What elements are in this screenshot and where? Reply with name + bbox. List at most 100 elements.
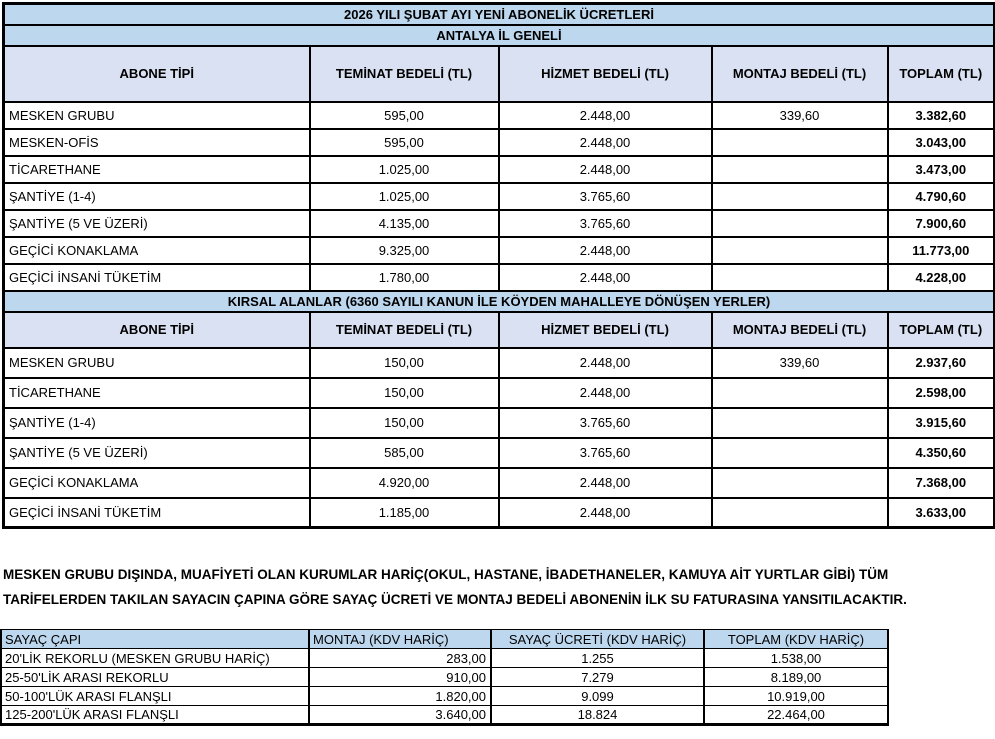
col-toplam: TOPLAM (TL) [886, 44, 995, 103]
montaj-cell [710, 127, 889, 157]
sayac-ucreti-cell: 1.255 [490, 648, 705, 668]
col-sayac-capi: SAYAÇ ÇAPI [0, 629, 310, 649]
col-hizmet: HİZMET BEDELİ (TL) [497, 310, 713, 349]
montaj-cell [710, 208, 889, 238]
col-hizmet: HİZMET BEDELİ (TL) [497, 44, 713, 103]
table-row: 20'LİK REKORLU (MESKEN GRUBU HARİÇ) 283,… [0, 648, 889, 668]
teminat-cell: 150,00 [308, 346, 500, 379]
hizmet-cell: 2.448,00 [497, 154, 713, 184]
hizmet-cell: 2.448,00 [497, 466, 713, 499]
table-row: 25-50'LİK ARASI REKORLU 910,00 7.279 8.1… [0, 667, 889, 687]
montaj-cell: 283,00 [308, 648, 492, 668]
toplam-cell: 2.937,60 [886, 346, 995, 379]
abone-tipi-cell: ŞANTİYE (1-4) [2, 181, 311, 211]
column-header-row: ABONE TİPİ TEMİNAT BEDELİ (TL) HİZMET BE… [2, 44, 995, 103]
hizmet-cell: 2.448,00 [497, 235, 713, 265]
sayac-ucreti-cell: 9.099 [490, 686, 705, 706]
column-header-row: ABONE TİPİ TEMİNAT BEDELİ (TL) HİZMET BE… [2, 310, 995, 349]
table-row: ŞANTİYE (5 VE ÜZERİ) 4.135,00 3.765,60 7… [2, 208, 995, 238]
montaj-cell [710, 406, 889, 439]
sayac-capi-cell: 20'LİK REKORLU (MESKEN GRUBU HARİÇ) [0, 648, 310, 668]
toplam-cell: 11.773,00 [886, 235, 995, 265]
toplam-cell: 4.350,60 [886, 436, 995, 469]
col-abone-tipi: ABONE TİPİ [2, 44, 311, 103]
hizmet-cell: 3.765,60 [497, 181, 713, 211]
toplam-cell: 1.538,00 [703, 648, 889, 668]
teminat-cell: 4.135,00 [308, 208, 500, 238]
toplam-cell: 4.790,60 [886, 181, 995, 211]
toplam-cell: 2.598,00 [886, 376, 995, 409]
toplam-cell: 7.368,00 [886, 466, 995, 499]
hizmet-cell: 3.765,60 [497, 208, 713, 238]
abone-tipi-cell: MESKEN GRUBU [2, 346, 311, 379]
toplam-cell: 8.189,00 [703, 667, 889, 687]
table-row: MESKEN GRUBU 595,00 2.448,00 339,60 3.38… [2, 100, 995, 130]
montaj-cell: 910,00 [308, 667, 492, 687]
teminat-cell: 9.325,00 [308, 235, 500, 265]
hizmet-cell: 2.448,00 [497, 376, 713, 409]
col-toplam: TOPLAM (TL) [886, 310, 995, 349]
table-row: GEÇİCİ İNSANİ TÜKETİM 1.780,00 2.448,00 … [2, 262, 995, 292]
teminat-cell: 150,00 [308, 406, 500, 439]
toplam-cell: 22.464,00 [703, 705, 889, 726]
col-montaj: MONTAJ BEDELİ (TL) [710, 44, 889, 103]
toplam-cell: 3.633,00 [886, 496, 995, 529]
abone-tipi-cell: TİCARETHANE [2, 376, 311, 409]
montaj-cell: 339,60 [710, 346, 889, 379]
abone-tipi-cell: TİCARETHANE [2, 154, 311, 184]
table-row: MESKEN GRUBU 150,00 2.448,00 339,60 2.93… [2, 346, 995, 379]
hizmet-cell: 2.448,00 [497, 100, 713, 130]
teminat-cell: 595,00 [308, 100, 500, 130]
table-row: GEÇİCİ KONAKLAMA 9.325,00 2.448,00 11.77… [2, 235, 995, 265]
page-title: 2026 YILI ŞUBAT AYI YENİ ABONELİK ÜCRETL… [2, 2, 995, 26]
montaj-cell [710, 466, 889, 499]
toplam-cell: 3.043,00 [886, 127, 995, 157]
col-abone-tipi: ABONE TİPİ [2, 310, 311, 349]
montaj-cell [710, 376, 889, 409]
table-row: ŞANTİYE (5 VE ÜZERİ) 585,00 3.765,60 4.3… [2, 436, 995, 469]
abone-tipi-cell: ŞANTİYE (1-4) [2, 406, 311, 439]
table-row: ŞANTİYE (1-4) 1.025,00 3.765,60 4.790,60 [2, 181, 995, 211]
meter-header-row: SAYAÇ ÇAPI MONTAJ (KDV HARİÇ) SAYAÇ ÜCRE… [0, 629, 889, 649]
teminat-cell: 1.025,00 [308, 154, 500, 184]
section-title: KIRSAL ALANLAR (6360 SAYILI KANUN İLE KÖ… [2, 289, 995, 313]
abone-tipi-cell: MESKEN GRUBU [2, 100, 311, 130]
abone-tipi-cell: GEÇİCİ İNSANİ TÜKETİM [2, 262, 311, 292]
section-title: ANTALYA İL GENELİ [2, 23, 995, 47]
hizmet-cell: 2.448,00 [497, 496, 713, 529]
col-sayac-ucreti: SAYAÇ ÜCRETİ (KDV HARİÇ) [490, 629, 705, 649]
hizmet-cell: 2.448,00 [497, 346, 713, 379]
meter-fee-note: MESKEN GRUBU DIŞINDA, MUAFİYETİ OLAN KUR… [3, 567, 907, 607]
meter-fees-table: SAYAÇ ÇAPI MONTAJ (KDV HARİÇ) SAYAÇ ÜCRE… [0, 629, 889, 726]
montaj-cell: 3.640,00 [308, 705, 492, 726]
table-row: MESKEN-OFİS 595,00 2.448,00 3.043,00 [2, 127, 995, 157]
table-row: 125-200'LÜK ARASI FLANŞLI 3.640,00 18.82… [0, 705, 889, 726]
table-row: ŞANTİYE (1-4) 150,00 3.765,60 3.915,60 [2, 406, 995, 439]
col-teminat: TEMİNAT BEDELİ (TL) [308, 44, 500, 103]
abone-tipi-cell: GEÇİCİ İNSANİ TÜKETİM [2, 496, 311, 529]
montaj-cell [710, 436, 889, 469]
table-row: TİCARETHANE 1.025,00 2.448,00 3.473,00 [2, 154, 995, 184]
montaj-cell [710, 154, 889, 184]
hizmet-cell: 2.448,00 [497, 127, 713, 157]
teminat-cell: 1.780,00 [308, 262, 500, 292]
sayac-ucreti-cell: 7.279 [490, 667, 705, 687]
montaj-cell [710, 181, 889, 211]
toplam-cell: 3.382,60 [886, 100, 995, 130]
table-title-row: 2026 YILI ŞUBAT AYI YENİ ABONELİK ÜCRETL… [2, 2, 995, 26]
col-montaj-kdv: MONTAJ (KDV HARİÇ) [308, 629, 492, 649]
teminat-cell: 1.185,00 [308, 496, 500, 529]
teminat-cell: 4.920,00 [308, 466, 500, 499]
abone-tipi-cell: GEÇİCİ KONAKLAMA [2, 466, 311, 499]
toplam-cell: 3.473,00 [886, 154, 995, 184]
toplam-cell: 3.915,60 [886, 406, 995, 439]
hizmet-cell: 3.765,60 [497, 406, 713, 439]
table-row: 50-100'LÜK ARASI FLANŞLI 1.820,00 9.099 … [0, 686, 889, 706]
table-row: GEÇİCİ İNSANİ TÜKETİM 1.185,00 2.448,00 … [2, 496, 995, 529]
table-row: GEÇİCİ KONAKLAMA 4.920,00 2.448,00 7.368… [2, 466, 995, 499]
abone-tipi-cell: ŞANTİYE (5 VE ÜZERİ) [2, 436, 311, 469]
toplam-cell: 7.900,60 [886, 208, 995, 238]
col-montaj: MONTAJ BEDELİ (TL) [710, 310, 889, 349]
sayac-ucreti-cell: 18.824 [490, 705, 705, 726]
